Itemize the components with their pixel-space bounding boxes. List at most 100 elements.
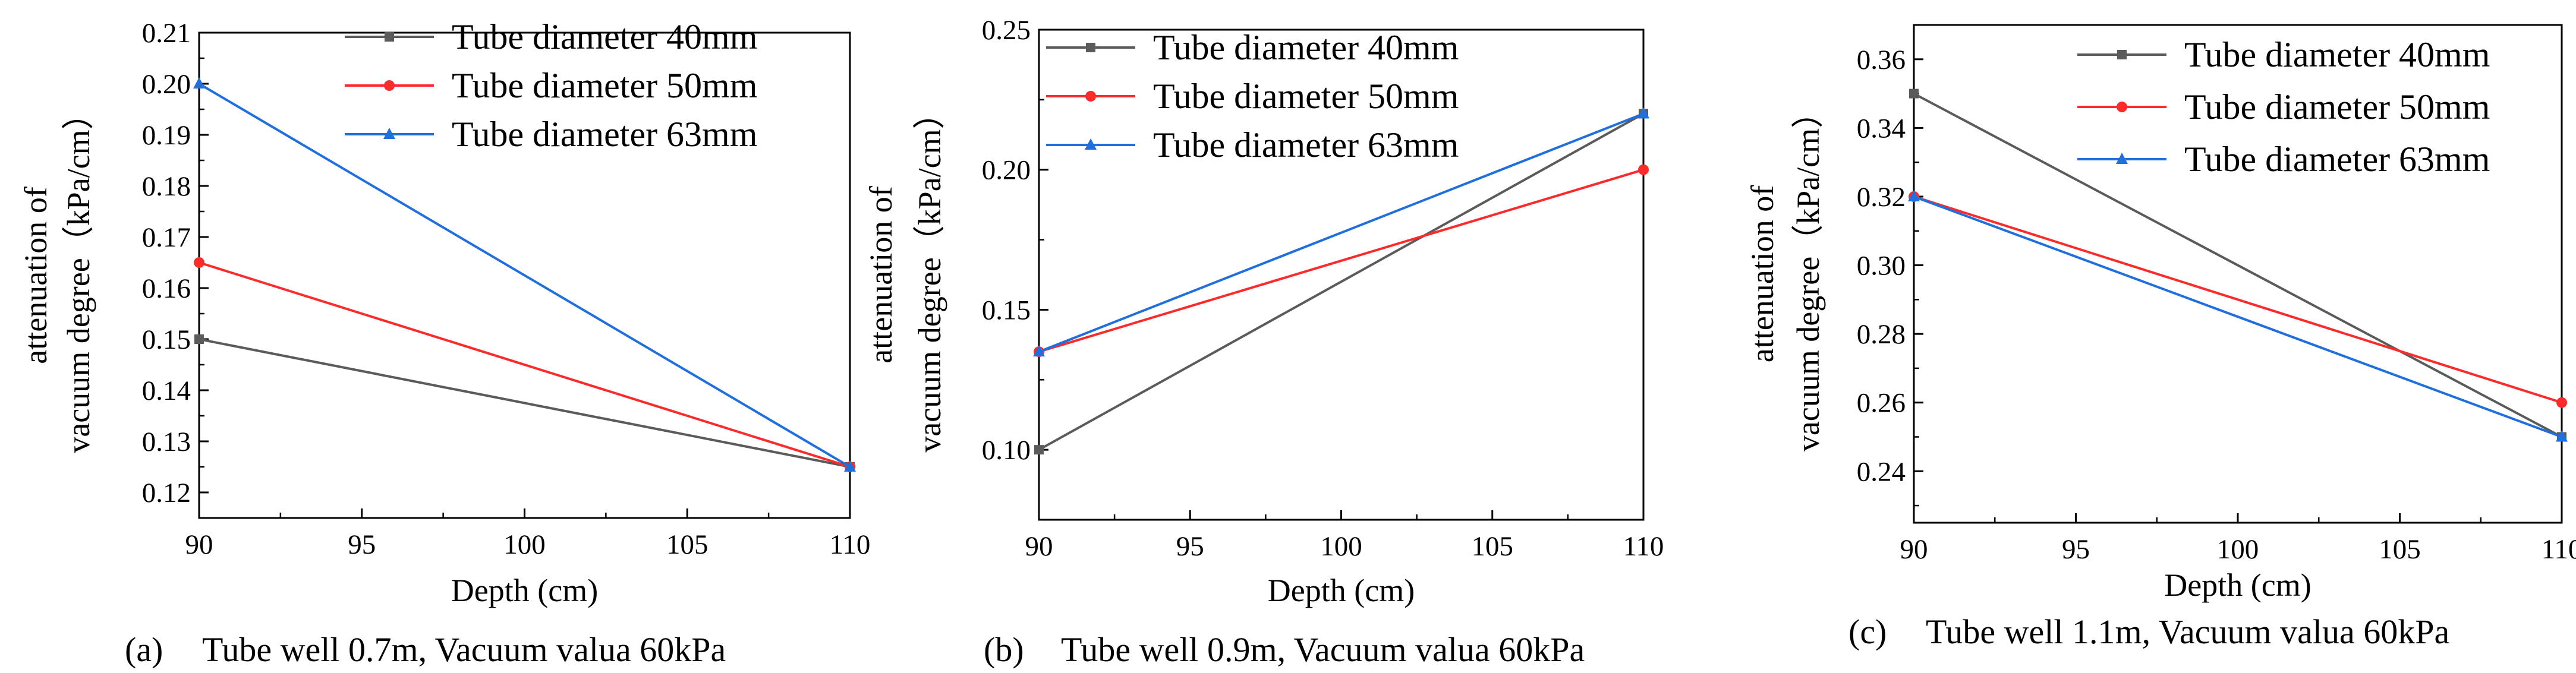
y-tick-label: 0.21 (142, 18, 191, 49)
series-2 (1034, 164, 1649, 358)
legend-marker (2117, 102, 2127, 112)
y-tick-label: 0.15 (982, 295, 1031, 326)
series-line (199, 261, 851, 468)
x-tick-label: 110 (830, 529, 871, 560)
y-tick-label: 0.12 (142, 478, 191, 508)
y-axis-label-line1: attenuation of (863, 186, 899, 363)
legend-item: Tube diameter 40mm (2077, 35, 2490, 74)
x-tick-label: 95 (348, 529, 376, 560)
data-point (1034, 445, 1044, 455)
x-tick-label: 90 (1025, 531, 1053, 562)
x-tick-label: 95 (1176, 531, 1204, 562)
x-tick-label: 100 (503, 529, 546, 560)
series-3 (1908, 189, 2568, 442)
x-tick-label: 105 (1472, 531, 1514, 562)
series-line (1913, 195, 2562, 404)
series-line (1913, 195, 2562, 438)
legend-label: Tube diameter 40mm (452, 17, 757, 56)
y-tick-label: 0.36 (1857, 45, 1906, 75)
series-line (199, 338, 851, 468)
series-3 (193, 77, 856, 472)
y-tick-label: 0.16 (142, 273, 191, 304)
series-3 (1033, 107, 1649, 357)
y-tick-label: 0.28 (1857, 319, 1906, 350)
x-tick-label: 110 (2542, 534, 2576, 565)
series-line (1913, 92, 2562, 438)
x-tick-label: 90 (185, 529, 213, 560)
x-axis-label: Depth (cm) (451, 573, 598, 608)
x-tick-label: 100 (1320, 531, 1362, 562)
y-tick-label: 0.20 (982, 155, 1031, 186)
legend: Tube diameter 40mm Tube diameter 50mm Tube… (345, 17, 757, 154)
y-tick-label: 0.34 (1857, 113, 1906, 144)
y-tick-label: 0.10 (982, 435, 1031, 466)
series-line (198, 83, 851, 468)
y-tick-label: 0.18 (142, 171, 191, 202)
legend-marker (2117, 50, 2127, 59)
legend-label: Tube diameter 63mm (1153, 125, 1459, 165)
y-axis-label-line1: attenuation of (18, 187, 53, 364)
chart-c: 90 95 100 105 110 0.24 0.26 0.28 0.30 0.32 0.34 0.3… (1744, 24, 2576, 651)
legend-item: Tube diameter 50mm (345, 66, 757, 105)
series-line (1038, 168, 1644, 353)
legend-marker (1085, 91, 1096, 102)
legend-label: Tube diameter 50mm (452, 66, 757, 105)
x-tick-label: 110 (1623, 531, 1664, 562)
chart-b: 90 95 100 105 110 0.10 0.15 0.20 0.25 Depth (cm) a… (863, 15, 1664, 669)
legend-label: Tube diameter 40mm (2184, 35, 2490, 74)
legend-item: Tube diameter 40mm (1046, 28, 1459, 67)
legend-item: Tube diameter 50mm (2077, 87, 2490, 127)
y-axis-label-line2: vacuum degree（kPa/cm） (1790, 96, 1826, 451)
data-point (1909, 89, 1919, 99)
series-line (1038, 112, 1644, 451)
data-point (1908, 189, 1920, 201)
caption-label: (a) (125, 630, 163, 669)
legend-marker (2116, 153, 2128, 164)
legend-item: Tube diameter 50mm (1046, 77, 1459, 116)
data-point (194, 334, 204, 344)
legend-label: Tube diameter 50mm (2184, 87, 2490, 127)
legend-label: Tube diameter 40mm (1153, 28, 1459, 67)
legend-item: Tube diameter 63mm (1046, 125, 1459, 165)
legend-label: Tube diameter 50mm (1153, 77, 1459, 116)
y-axis-label-line1: attenuation of (1744, 185, 1780, 362)
caption-label: (c) (1848, 612, 1887, 651)
legend-marker (383, 128, 395, 139)
y-tick-label: 0.24 (1857, 456, 1906, 487)
data-point (1638, 164, 1649, 175)
y-tick-label: 0.13 (142, 426, 191, 457)
series-1 (194, 334, 855, 472)
data-point (844, 460, 856, 472)
x-axis-label: Depth (cm) (2164, 567, 2311, 603)
series-line (1038, 112, 1644, 353)
x-tick-label: 105 (2379, 534, 2421, 565)
y-tick-label: 0.26 (1857, 388, 1906, 419)
data-point (193, 77, 205, 89)
caption-title: Tube well 0.9m, Vacuum valua 60kPa (1061, 630, 1585, 669)
legend-label: Tube diameter 63mm (452, 115, 757, 154)
x-tick-label: 90 (1900, 534, 1928, 565)
legend-item: Tube diameter 63mm (345, 115, 757, 154)
data-point (2556, 430, 2568, 442)
x-tick-label: 100 (2217, 534, 2259, 565)
legend-item: Tube diameter 40mm (345, 17, 757, 56)
data-point (194, 257, 204, 268)
series-2 (194, 257, 855, 472)
series-2 (1909, 191, 2567, 408)
y-tick-label: 0.20 (142, 69, 191, 100)
chart-a: 90 95 100 105 110 0.12 0.13 0.14 0.15 0.16 0.17 0.1… (18, 17, 870, 669)
legend-item: Tube diameter 63mm (2077, 140, 2490, 179)
legend-marker (384, 80, 395, 91)
caption-label: (b) (984, 630, 1024, 669)
y-tick-label: 0.30 (1857, 251, 1906, 282)
legend-marker (385, 32, 394, 42)
y-tick-label: 0.15 (142, 324, 191, 355)
x-axis-label: Depth (cm) (1268, 573, 1415, 608)
legend: Tube diameter 40mm Tube diameter 50mm Tube… (2077, 35, 2490, 179)
x-tick-label: 105 (666, 529, 708, 560)
y-tick-label: 0.25 (982, 15, 1031, 46)
y-tick-label: 0.32 (1857, 182, 1906, 213)
legend-label: Tube diameter 63mm (2184, 140, 2490, 179)
y-axis-label-line2: vacuum degree（kPa/cm） (61, 97, 96, 453)
